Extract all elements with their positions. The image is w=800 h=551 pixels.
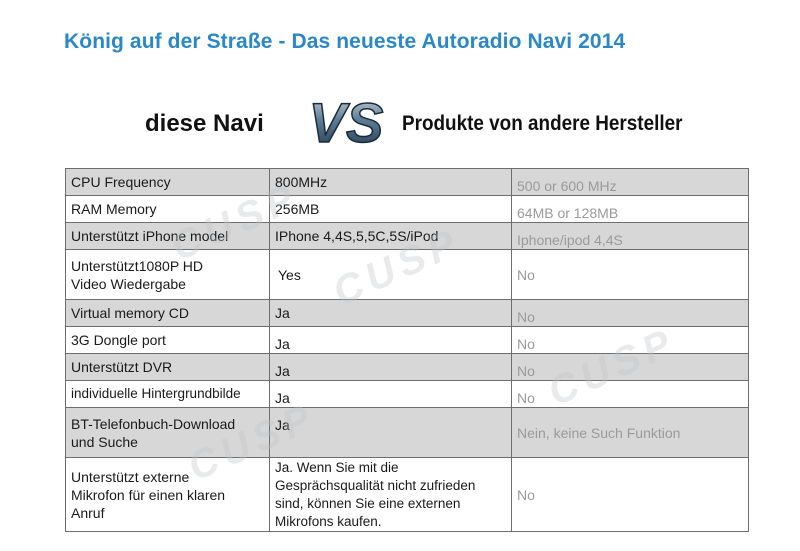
this-value-cell: Ja	[269, 353, 512, 381]
feature-cell: Unterstützt DVR	[65, 353, 270, 381]
table-row: Unterstützt1080P HD Video Wiedergabe Yes…	[65, 249, 749, 300]
other-value-cell: No	[511, 380, 749, 408]
feature-cell: Unterstützt iPhone model	[65, 222, 270, 250]
feature-line: und Suche	[71, 433, 138, 450]
table-row: CPU Frequency 800MHz 500 or 600 MHz	[65, 168, 749, 196]
feature-cell: Virtual memory CD	[65, 299, 270, 327]
table-row: Virtual memory CD Ja No	[65, 299, 749, 327]
feature-cell: RAM Memory	[65, 195, 270, 223]
feature-cell: individuelle Hintergrundbilde	[65, 380, 270, 408]
feature-line: Mikrofon für einen klaren	[71, 486, 226, 503]
feature-cell: 3G Dongle port	[65, 326, 270, 354]
other-value-cell: No	[511, 249, 749, 300]
table-row: Unterstützt iPhone model IPhone 4,4S,5,5…	[65, 222, 749, 250]
this-value-cell: Ja	[269, 380, 512, 408]
other-value-cell: 500 or 600 MHz	[511, 168, 749, 196]
feature-cell: BT-Telefonbuch-Download und Suche	[65, 407, 270, 458]
feature-line: Unterstützt externe	[71, 468, 190, 485]
page-headline: König auf der Straße - Das neueste Autor…	[64, 30, 626, 53]
other-value-cell: No	[511, 326, 749, 354]
table-row: Unterstützt DVR Ja No	[65, 353, 749, 381]
this-value-cell: Ja	[269, 299, 512, 327]
this-value-cell: IPhone 4,4S,5,5C,5S/iPod	[269, 222, 512, 250]
feature-cell: Unterstützt1080P HD Video Wiedergabe	[65, 249, 270, 300]
this-value-cell: 256MB	[269, 195, 512, 223]
this-value-cell: Ja	[269, 407, 512, 458]
other-value-cell: Iphone/ipod 4,4S	[511, 222, 749, 250]
comparison-header: diese Navi VS Produkte von andere Herste…	[0, 92, 800, 162]
value-line: Gesprächsqualität nicht zufrieden	[275, 477, 476, 493]
value-line: sind, können Sie eine externen	[275, 495, 461, 511]
feature-line: BT-Telefonbuch-Download	[71, 415, 236, 432]
other-value-cell: 64MB or 128MB	[511, 195, 749, 223]
feature-cell: CPU Frequency	[65, 168, 270, 196]
other-value-cell: Nein, keine Such Funktion	[511, 407, 749, 458]
table-row: 3G Dongle port Ja No	[65, 326, 749, 354]
table-row: individuelle Hintergrundbilde Ja No	[65, 380, 749, 408]
value-line: Ja. Wenn Sie mit die	[275, 459, 399, 475]
feature-cell: Unterstützt externe Mikrofon für einen k…	[65, 457, 270, 532]
table-row: Unterstützt externe Mikrofon für einen k…	[65, 457, 749, 532]
feature-line: Video Wiedergabe	[71, 275, 186, 292]
table-row: RAM Memory 256MB 64MB or 128MB	[65, 195, 749, 223]
comparison-table: CPU Frequency 800MHz 500 or 600 MHz RAM …	[65, 168, 749, 532]
this-value-cell: Ja. Wenn Sie mit die Gesprächsqualität n…	[269, 457, 512, 532]
this-value-cell: Yes	[269, 249, 512, 300]
this-value-cell: Ja	[269, 326, 512, 354]
this-value-cell: 800MHz	[269, 168, 512, 196]
this-product-label: diese Navi	[145, 110, 264, 137]
other-value-cell: No	[511, 299, 749, 327]
vs-text: VS	[309, 92, 384, 154]
feature-line: Anruf	[71, 504, 105, 521]
value-line: Mikrofons kaufen.	[275, 513, 382, 529]
other-value-cell: No	[511, 353, 749, 381]
other-products-label: Produkte von andere Hersteller	[402, 112, 683, 135]
vs-logo: VS	[308, 92, 384, 154]
feature-line: Unterstützt1080P HD	[71, 257, 204, 274]
other-value-cell: No	[511, 457, 749, 532]
table-row: BT-Telefonbuch-Download und Suche Ja Nei…	[65, 407, 749, 458]
